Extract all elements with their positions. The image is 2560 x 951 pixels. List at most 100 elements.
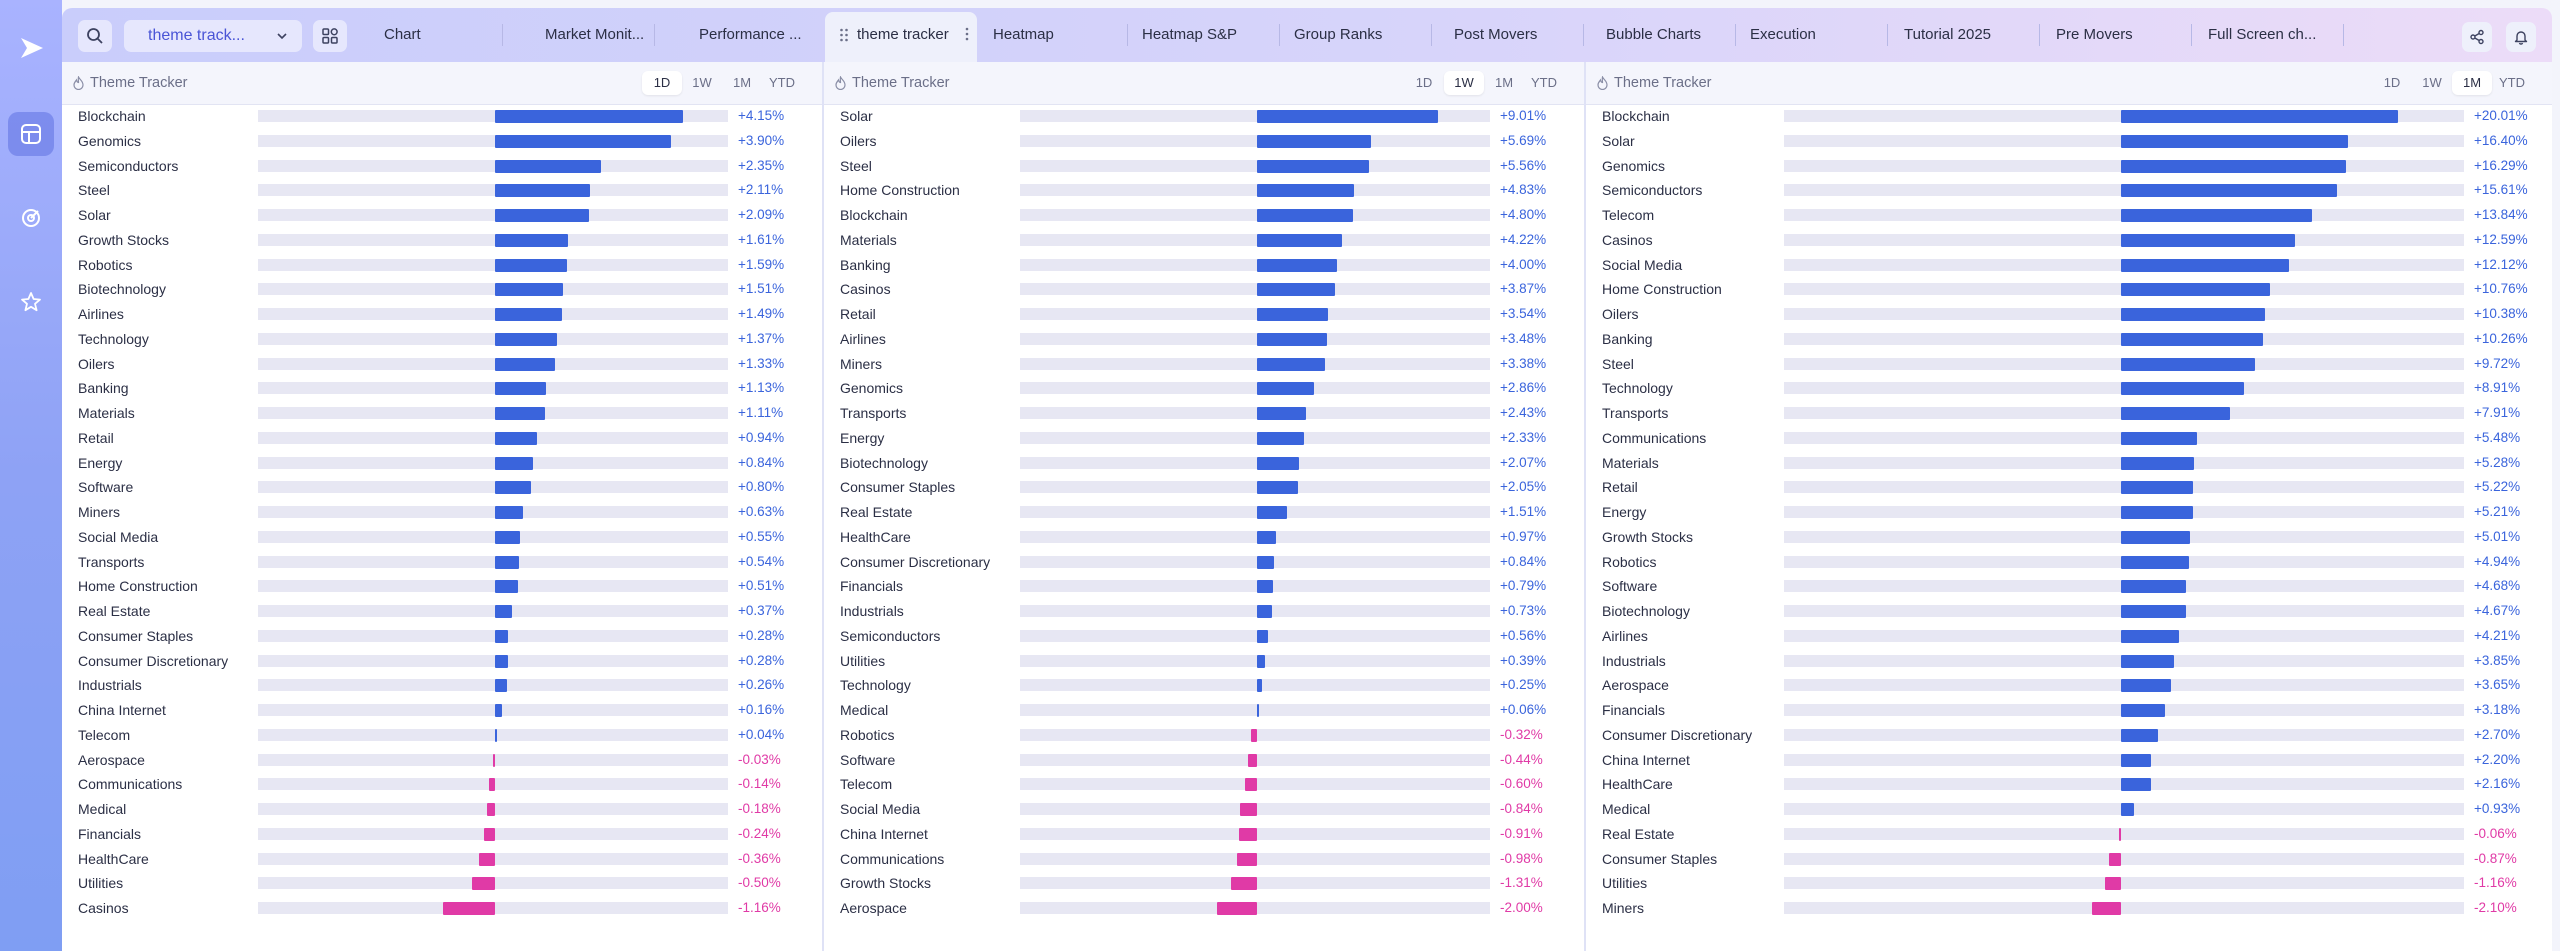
theme-row[interactable]: Materials +1.11%: [62, 401, 822, 426]
theme-row[interactable]: Financials +3.18%: [1586, 698, 2552, 723]
tab-bubble-charts[interactable]: Bubble Charts: [1584, 12, 1736, 58]
theme-row[interactable]: Real Estate -0.06%: [1586, 822, 2552, 847]
theme-row[interactable]: Blockchain +4.80%: [824, 203, 1584, 228]
theme-row[interactable]: Medical -0.18%: [62, 797, 822, 822]
tab-execution[interactable]: Execution: [1736, 12, 1888, 58]
tab-performance[interactable]: Performance ...: [699, 26, 802, 43]
theme-row[interactable]: China Internet +0.16%: [62, 698, 822, 723]
theme-row[interactable]: Consumer Staples +0.28%: [62, 624, 822, 649]
theme-row[interactable]: Transports +0.54%: [62, 550, 822, 575]
tab-pre-movers[interactable]: Pre Movers: [2040, 12, 2192, 58]
search-button[interactable]: [78, 20, 112, 52]
theme-row[interactable]: Materials +5.28%: [1586, 451, 2552, 476]
tab-heatmap-sp[interactable]: Heatmap S&P: [1128, 12, 1280, 58]
theme-row[interactable]: Robotics +4.94%: [1586, 550, 2552, 575]
layout-selector[interactable]: theme track...: [124, 20, 302, 52]
theme-row[interactable]: China Internet -0.91%: [824, 822, 1584, 847]
theme-row[interactable]: Solar +16.40%: [1586, 129, 2552, 154]
theme-row[interactable]: Home Construction +10.76%: [1586, 277, 2552, 302]
theme-row[interactable]: Growth Stocks -1.31%: [824, 871, 1584, 896]
theme-row[interactable]: Industrials +3.85%: [1586, 649, 2552, 674]
theme-row[interactable]: Miners +0.63%: [62, 500, 822, 525]
theme-row[interactable]: Software -0.44%: [824, 748, 1584, 773]
theme-row[interactable]: Real Estate +1.51%: [824, 500, 1584, 525]
theme-row[interactable]: Solar +9.01%: [824, 104, 1584, 129]
theme-row[interactable]: Energy +2.33%: [824, 426, 1584, 451]
theme-row[interactable]: Semiconductors +2.35%: [62, 154, 822, 179]
theme-row[interactable]: Oilers +10.38%: [1586, 302, 2552, 327]
widgets-button[interactable]: [313, 20, 347, 52]
theme-row[interactable]: Technology +8.91%: [1586, 376, 2552, 401]
theme-row[interactable]: Communications +5.48%: [1586, 426, 2552, 451]
range-option-1w[interactable]: 1W: [692, 75, 712, 90]
theme-row[interactable]: HealthCare -0.36%: [62, 847, 822, 872]
theme-row[interactable]: Growth Stocks +1.61%: [62, 228, 822, 253]
theme-row[interactable]: Banking +1.13%: [62, 376, 822, 401]
theme-row[interactable]: Airlines +4.21%: [1586, 624, 2552, 649]
theme-row[interactable]: Home Construction +0.51%: [62, 574, 822, 599]
theme-row[interactable]: Oilers +5.69%: [824, 129, 1584, 154]
range-option-1m[interactable]: 1M: [732, 75, 752, 90]
tab-full-screen-chart[interactable]: Full Screen ch...: [2192, 12, 2344, 58]
theme-row[interactable]: Energy +0.84%: [62, 451, 822, 476]
theme-row[interactable]: Consumer Discretionary +0.28%: [62, 649, 822, 674]
theme-row[interactable]: Biotechnology +4.67%: [1586, 599, 2552, 624]
theme-row[interactable]: Industrials +0.73%: [824, 599, 1584, 624]
theme-row[interactable]: Utilities -1.16%: [1586, 871, 2552, 896]
theme-row[interactable]: Aerospace -2.00%: [824, 896, 1584, 921]
theme-row[interactable]: Airlines +1.49%: [62, 302, 822, 327]
theme-row[interactable]: Robotics -0.32%: [824, 723, 1584, 748]
theme-row[interactable]: Telecom -0.60%: [824, 772, 1584, 797]
theme-row[interactable]: Steel +5.56%: [824, 154, 1584, 179]
theme-row[interactable]: HealthCare +2.16%: [1586, 772, 2552, 797]
panel-divider[interactable]: [822, 62, 824, 951]
range-option-1d[interactable]: 1D: [2383, 75, 2401, 90]
tab-post-movers[interactable]: Post Movers: [1432, 12, 1584, 58]
tab-heatmap[interactable]: Heatmap: [977, 12, 1128, 58]
theme-row[interactable]: HealthCare +0.97%: [824, 525, 1584, 550]
dashboard-nav-icon[interactable]: [8, 112, 54, 156]
theme-row[interactable]: Semiconductors +15.61%: [1586, 178, 2552, 203]
theme-row[interactable]: Casinos +3.87%: [824, 277, 1584, 302]
range-option-1d[interactable]: 1D: [642, 71, 682, 95]
tab-tutorial-2025[interactable]: Tutorial 2025: [1888, 12, 2040, 58]
theme-row[interactable]: Materials +4.22%: [824, 228, 1584, 253]
theme-row[interactable]: Utilities -0.50%: [62, 871, 822, 896]
theme-row[interactable]: Communications -0.98%: [824, 847, 1584, 872]
theme-row[interactable]: Aerospace -0.03%: [62, 748, 822, 773]
theme-row[interactable]: Retail +0.94%: [62, 426, 822, 451]
theme-row[interactable]: Aerospace +3.65%: [1586, 673, 2552, 698]
theme-row[interactable]: Software +0.80%: [62, 475, 822, 500]
tab-theme-tracker[interactable]: theme tracker: [825, 12, 977, 62]
theme-row[interactable]: Energy +5.21%: [1586, 500, 2552, 525]
theme-row[interactable]: Real Estate +0.37%: [62, 599, 822, 624]
theme-row[interactable]: Genomics +3.90%: [62, 129, 822, 154]
theme-row[interactable]: Blockchain +20.01%: [1586, 104, 2552, 129]
theme-row[interactable]: Technology +0.25%: [824, 673, 1584, 698]
theme-row[interactable]: Biotechnology +2.07%: [824, 451, 1584, 476]
theme-row[interactable]: Casinos -1.16%: [62, 896, 822, 921]
theme-row[interactable]: Miners -2.10%: [1586, 896, 2552, 921]
favorites-star-icon[interactable]: [8, 280, 54, 324]
tab-chart[interactable]: Chart: [362, 12, 503, 58]
theme-row[interactable]: Social Media +0.55%: [62, 525, 822, 550]
scanner-nav-icon[interactable]: [8, 196, 54, 240]
range-option-1m[interactable]: 1M: [2452, 71, 2492, 95]
range-option-ytd[interactable]: YTD: [2499, 75, 2525, 90]
range-option-1w[interactable]: 1W: [2422, 75, 2442, 90]
theme-row[interactable]: Blockchain +4.15%: [62, 104, 822, 129]
theme-row[interactable]: Consumer Discretionary +2.70%: [1586, 723, 2552, 748]
theme-row[interactable]: Robotics +1.59%: [62, 253, 822, 278]
theme-row[interactable]: Biotechnology +1.51%: [62, 277, 822, 302]
panel-divider[interactable]: [1584, 62, 1586, 951]
theme-row[interactable]: Banking +4.00%: [824, 253, 1584, 278]
theme-row[interactable]: Consumer Staples +2.05%: [824, 475, 1584, 500]
share-button[interactable]: [2462, 22, 2492, 52]
tab-market-monitor[interactable]: Market Monit...: [503, 12, 655, 58]
theme-row[interactable]: Social Media -0.84%: [824, 797, 1584, 822]
tab-group-ranks[interactable]: Group Ranks: [1280, 12, 1432, 58]
theme-row[interactable]: Financials +0.79%: [824, 574, 1584, 599]
theme-row[interactable]: Consumer Staples -0.87%: [1586, 847, 2552, 872]
theme-row[interactable]: Banking +10.26%: [1586, 327, 2552, 352]
theme-row[interactable]: Technology +1.37%: [62, 327, 822, 352]
